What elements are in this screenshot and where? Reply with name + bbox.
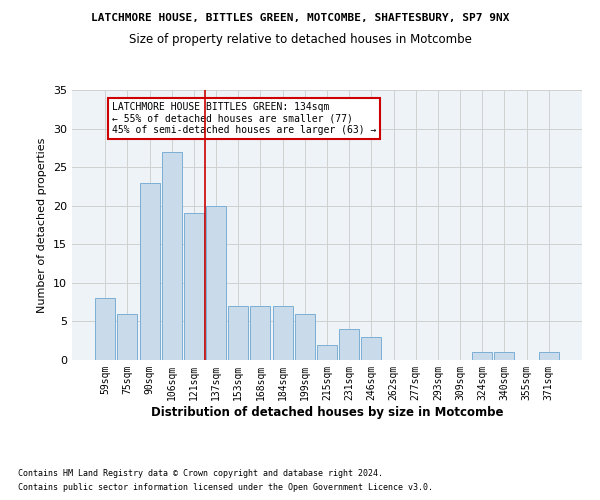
Bar	[295, 314, 315, 360]
Bar	[162, 152, 182, 360]
Bar	[228, 306, 248, 360]
Text: LATCHMORE HOUSE, BITTLES GREEN, MOTCOMBE, SHAFTESBURY, SP7 9NX: LATCHMORE HOUSE, BITTLES GREEN, MOTCOMBE…	[91, 12, 509, 22]
Bar	[539, 352, 559, 360]
Bar	[250, 306, 271, 360]
Bar	[95, 298, 115, 360]
Text: Contains public sector information licensed under the Open Government Licence v3: Contains public sector information licen…	[18, 484, 433, 492]
Bar	[494, 352, 514, 360]
Bar	[140, 182, 160, 360]
Bar	[472, 352, 492, 360]
Text: Size of property relative to detached houses in Motcombe: Size of property relative to detached ho…	[128, 32, 472, 46]
Bar	[317, 344, 337, 360]
Bar	[361, 337, 382, 360]
Bar	[206, 206, 226, 360]
Bar	[184, 214, 204, 360]
Bar	[339, 329, 359, 360]
Y-axis label: Number of detached properties: Number of detached properties	[37, 138, 47, 312]
Bar	[272, 306, 293, 360]
Text: Contains HM Land Registry data © Crown copyright and database right 2024.: Contains HM Land Registry data © Crown c…	[18, 468, 383, 477]
X-axis label: Distribution of detached houses by size in Motcombe: Distribution of detached houses by size …	[151, 406, 503, 418]
Bar	[118, 314, 137, 360]
Text: LATCHMORE HOUSE BITTLES GREEN: 134sqm
← 55% of detached houses are smaller (77)
: LATCHMORE HOUSE BITTLES GREEN: 134sqm ← …	[112, 102, 376, 135]
